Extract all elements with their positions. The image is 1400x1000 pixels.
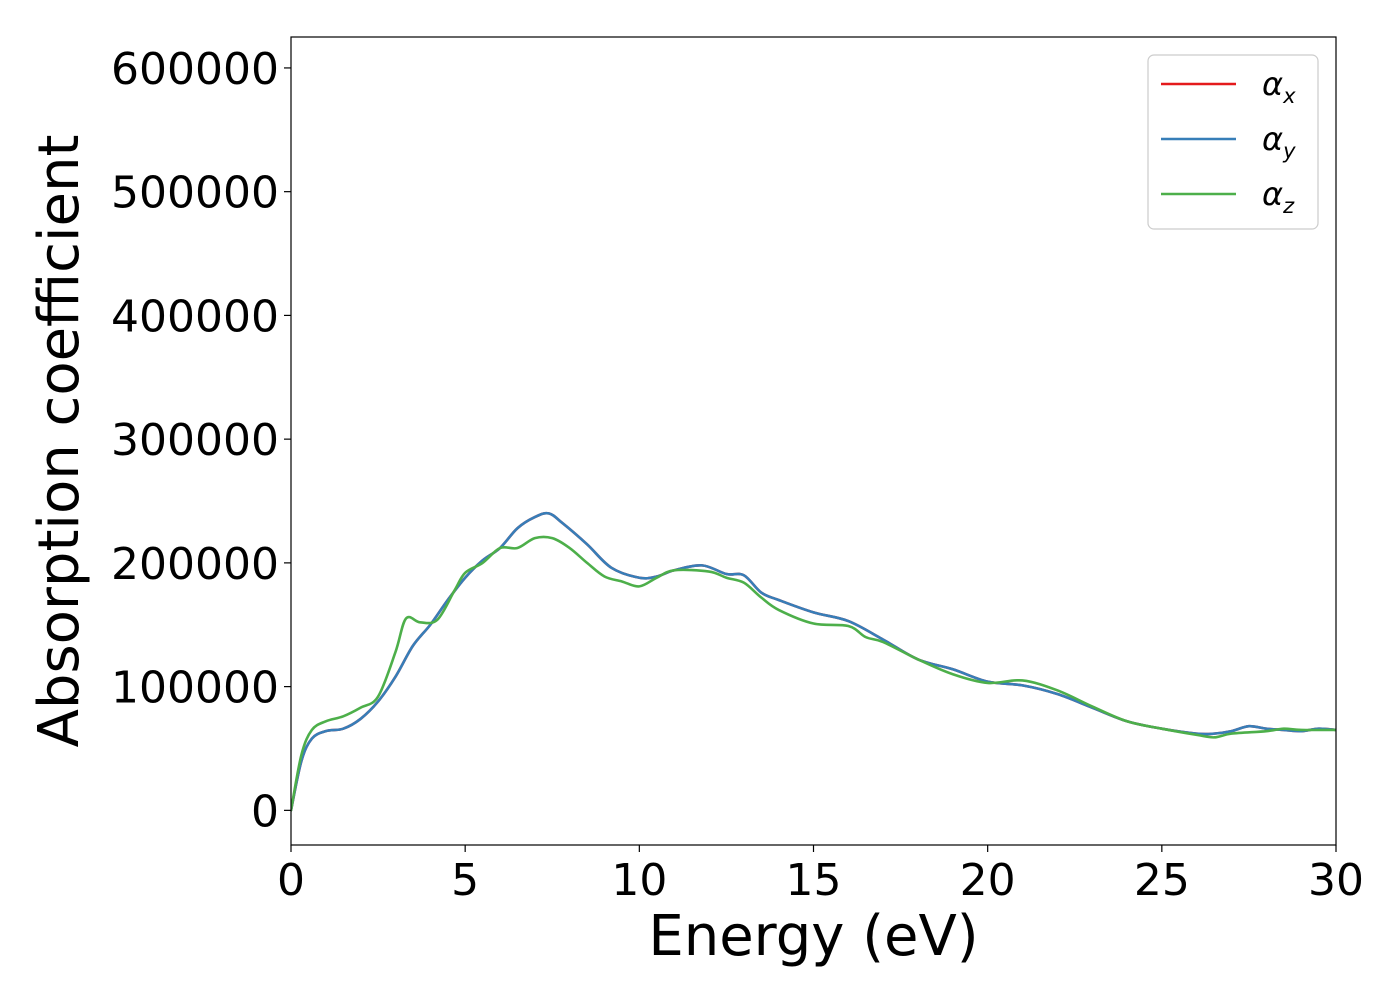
- series-line-y: [291, 511, 1336, 812]
- legend-subscript: y: [1282, 139, 1296, 163]
- y-tick-label: 600000: [111, 44, 279, 95]
- legend-label-x: αx: [1262, 65, 1296, 108]
- legend-subscript: z: [1282, 194, 1295, 218]
- y-tick-label: 200000: [111, 539, 279, 590]
- x-tick-label: 20: [960, 855, 1016, 906]
- series-line-z: [291, 535, 1336, 812]
- legend-symbol: α: [1262, 65, 1283, 103]
- y-tick-label: 300000: [111, 415, 279, 466]
- legend-symbol: α: [1262, 120, 1283, 158]
- y-axis: 0 100000 200000 300000 400000 500000 600000: [111, 44, 291, 837]
- legend-label-z: αz: [1262, 175, 1295, 218]
- x-tick-label: 0: [277, 855, 305, 906]
- legend-label-y: αy: [1262, 120, 1296, 163]
- y-axis-label: Absorption coefficient: [27, 135, 92, 748]
- x-tick-label: 25: [1134, 855, 1190, 906]
- y-tick-label: 0: [251, 786, 279, 837]
- y-tick-label: 400000: [111, 291, 279, 342]
- x-tick-label: 5: [451, 855, 479, 906]
- x-axis-label: Energy (eV): [648, 904, 978, 969]
- x-axis: 0 5 10 15 20 25 30: [277, 845, 1364, 906]
- x-tick-label: 30: [1308, 855, 1364, 906]
- legend-symbol: α: [1262, 175, 1283, 213]
- legend-subscript: x: [1282, 84, 1296, 108]
- y-tick-label: 500000: [111, 168, 279, 219]
- y-tick-label: 100000: [111, 663, 279, 714]
- x-tick-label: 10: [611, 855, 667, 906]
- series-layer: [291, 511, 1336, 812]
- x-tick-label: 15: [786, 855, 842, 906]
- legend-box: [1147, 54, 1319, 230]
